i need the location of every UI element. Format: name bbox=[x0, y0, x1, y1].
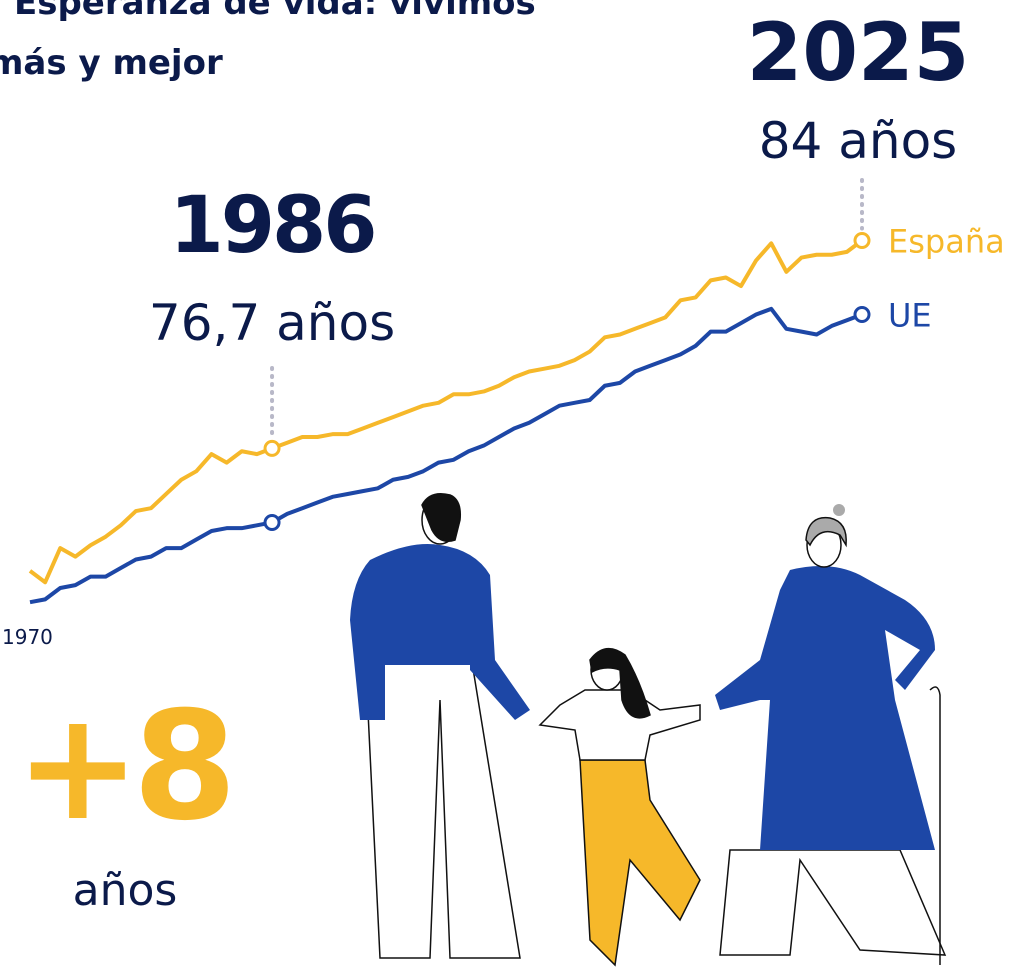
woman-dress bbox=[715, 566, 935, 850]
value-label: 84 años bbox=[759, 112, 958, 170]
series-line bbox=[29, 306, 863, 605]
highlight-point bbox=[263, 513, 281, 531]
man-hair bbox=[421, 493, 462, 542]
woman-legs bbox=[719, 849, 947, 956]
gain-unit: años bbox=[73, 865, 178, 916]
x-start-label: 1970 bbox=[2, 625, 53, 649]
man-sweater bbox=[350, 544, 530, 720]
girl-shirt bbox=[538, 689, 701, 761]
woman-bun bbox=[833, 504, 845, 516]
year-label: 2025 bbox=[747, 6, 970, 99]
girl-hair bbox=[589, 647, 651, 719]
highlight-point bbox=[263, 439, 281, 457]
illustration bbox=[350, 493, 947, 967]
gain-number: +8 bbox=[15, 680, 229, 854]
woman-hair bbox=[805, 516, 847, 548]
plot: España UE bbox=[28, 178, 1005, 605]
highlight-point bbox=[853, 231, 871, 249]
cane bbox=[929, 686, 941, 965]
highlight-point bbox=[853, 306, 871, 324]
title-line: Esperanza de vida: vivimos bbox=[14, 0, 536, 23]
series-line bbox=[28, 238, 864, 585]
title-line: más y mejor bbox=[0, 43, 223, 83]
value-label: 76,7 años bbox=[149, 294, 395, 352]
series-label: España bbox=[888, 222, 1005, 260]
year-label: 1986 bbox=[169, 181, 374, 271]
girl-overalls bbox=[579, 759, 701, 967]
series-label: UE bbox=[888, 297, 932, 335]
man-pants bbox=[364, 649, 521, 959]
